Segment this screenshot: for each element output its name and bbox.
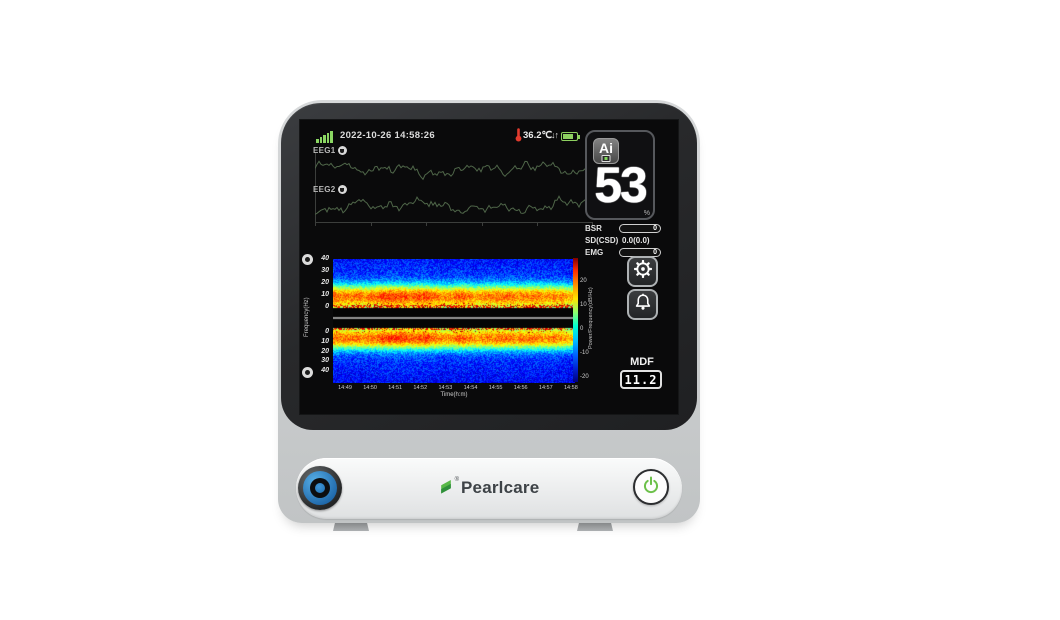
brand-name: Pearlcare [461, 477, 540, 497]
y-axis-tick: 20 [321, 347, 329, 355]
eeg-axis-tick [482, 223, 483, 226]
mdf-value-display: 11.2 [620, 370, 662, 389]
mdf-label: MDF [630, 356, 654, 368]
colorbar-tick: 20 [580, 278, 587, 284]
signal-bars-icon [316, 131, 333, 143]
depth-index-panel: Ai 53 % [585, 130, 655, 220]
spectrogram-heatmap [333, 259, 575, 383]
y-axis-tick: 0 [325, 303, 329, 310]
colorbar-tick: -10 [580, 350, 589, 356]
y-axis-tick: 10 [321, 337, 329, 345]
alarm-button[interactable] [627, 289, 658, 320]
temperature-text: 36.2℃ [523, 130, 553, 141]
power-icon [640, 474, 662, 501]
eeg-channel-2-header: EEG2 [313, 185, 347, 194]
battery-tip [578, 135, 580, 139]
datetime-text: 2022-10-26 14:58:26 [340, 130, 435, 141]
x-axis-tick: 14:53 [438, 385, 453, 391]
y-axis-tick: 20 [321, 279, 329, 286]
sync-arrows-icon: ↓↑ [551, 130, 559, 140]
screen-bezel: 2022-10-26 14:58:26 36.2℃ ↓↑ [281, 103, 697, 430]
index-column: Ai 53 % BSR 0 SD(CSD) 0.0(0.0) EMG 0 [583, 120, 678, 414]
x-axis-tick: 14:54 [463, 385, 478, 391]
eeg-waveform-1 [315, 160, 593, 181]
y-axis-tick: 40 [321, 255, 329, 262]
sensor-badge-icon [337, 146, 347, 155]
display-screen: 2022-10-26 14:58:26 36.2℃ ↓↑ [300, 120, 678, 414]
x-axis-tick: 14:50 [363, 385, 377, 391]
brand-logo: ® Pearlcare [439, 476, 540, 502]
x-axis-tick: 14:51 [388, 385, 403, 391]
leaf-logo-icon [439, 476, 453, 502]
front-control-panel: ® Pearlcare [296, 458, 682, 519]
registered-mark: ® [454, 476, 460, 483]
metric-label: EMG [585, 247, 604, 257]
eeg-y-axis [315, 152, 316, 222]
eeg-axis-tick [537, 223, 538, 226]
time-axis-label: Time(h:m) [440, 392, 468, 398]
x-axis-tick: 14:57 [538, 385, 553, 391]
colorbar-tick: 0 [580, 326, 584, 332]
metric-row: SD(CSD) 0.0(0.0) [585, 234, 663, 246]
metric-value: 0.0(0.0) [622, 235, 650, 245]
x-axis-tick: 14:58 [564, 385, 578, 391]
metric-value: 0 [653, 224, 657, 232]
depth-index-unit: % [643, 210, 650, 217]
settings-button[interactable] [627, 256, 658, 287]
ai-chip-icon [601, 155, 611, 162]
ai-badge: Ai [593, 138, 619, 164]
eeg-axis-tick [592, 223, 593, 226]
eeg-x-axis [315, 222, 593, 223]
eeg-channel-label: EEG1 [313, 146, 336, 155]
device-casing: 2022-10-26 14:58:26 36.2℃ ↓↑ [278, 100, 700, 523]
y-axis-tick: 40 [321, 367, 329, 374]
eeg-axis-tick [315, 223, 316, 226]
eeg-channel-1-header: EEG1 [313, 146, 347, 155]
spectrogram-area: Frequency(Hz) Power/Frequency(dB/Hz) Tim… [300, 253, 600, 403]
eeg-waveform-2 [315, 195, 593, 215]
x-axis-tick: 14:52 [413, 385, 428, 391]
y-axis-tick: 30 [321, 357, 329, 365]
y-axis-tick: 0 [325, 328, 329, 335]
metric-value: 0 [653, 248, 657, 256]
colorbar [573, 258, 578, 382]
battery-fill [563, 134, 573, 139]
gear-icon [632, 258, 654, 285]
battery-icon [561, 132, 580, 141]
colorbar-tick: -20 [580, 374, 589, 380]
eeg-axis-tick [426, 223, 427, 226]
ai-badge-label: Ai [599, 140, 613, 156]
metric-label: BSR [585, 223, 602, 233]
status-bar: 2022-10-26 14:58:26 36.2℃ ↓↑ [300, 126, 583, 144]
depth-index-value: 53 [594, 157, 648, 213]
y-axis-tick: 30 [321, 267, 329, 274]
x-axis-tick: 14:55 [488, 385, 503, 391]
eeg-channel-label: EEG2 [313, 185, 336, 194]
frequency-axis-label: Frequency(Hz) [304, 297, 310, 337]
patient-monitor-device: 2022-10-26 14:58:26 36.2℃ ↓↑ [278, 100, 700, 531]
eeg-trace-area: EEG1 EEG2 [310, 146, 595, 226]
metric-value-box: 0 [619, 223, 661, 233]
metric-label: SD(CSD) [585, 235, 619, 245]
x-axis-tick: 14:56 [513, 385, 528, 391]
thermometer-icon [514, 127, 523, 148]
eeg-axis-tick [371, 223, 372, 226]
metrics-list: BSR 0 SD(CSD) 0.0(0.0) EMG 0 [585, 222, 663, 258]
metric-row: BSR 0 [585, 222, 663, 234]
channel-badge-icon [302, 254, 313, 265]
bell-icon [632, 291, 654, 318]
channel-badge-icon [302, 367, 313, 378]
sensor-badge-icon [337, 185, 347, 194]
colorbar-tick: 10 [580, 302, 587, 308]
power-button[interactable] [633, 469, 669, 505]
y-axis-tick: 10 [321, 291, 329, 298]
x-axis-tick: 14:49 [338, 385, 352, 391]
knob-button[interactable] [298, 466, 342, 510]
knob-center-dot [315, 483, 325, 493]
